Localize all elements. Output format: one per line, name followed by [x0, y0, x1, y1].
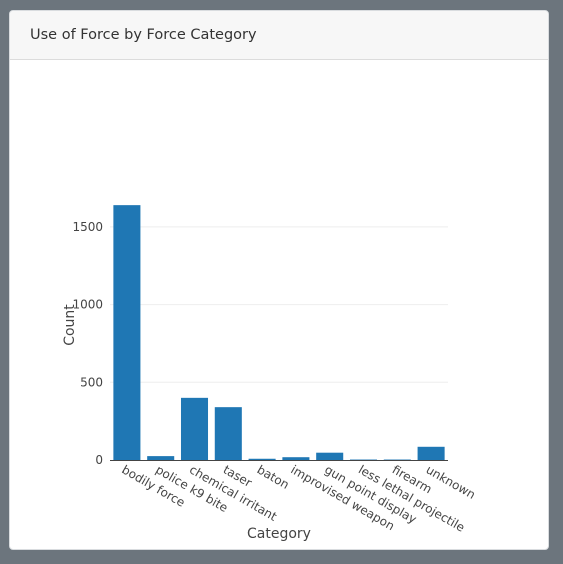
chart-card: Use of Force by Force Category 0 500 1000 1… — [9, 10, 549, 550]
x-axis-title: Category — [247, 526, 311, 542]
y-axis-title: Count — [62, 304, 78, 346]
y-tick-label: 1500 — [72, 220, 103, 234]
bar[interactable] — [350, 460, 377, 461]
bars — [113, 205, 444, 460]
bar[interactable] — [181, 398, 208, 460]
bar[interactable] — [215, 407, 242, 460]
bar[interactable] — [384, 460, 411, 461]
grid-lines — [110, 227, 448, 382]
bar[interactable] — [282, 457, 309, 460]
x-tick-label: baton — [255, 462, 292, 491]
bar[interactable] — [316, 453, 343, 460]
bar[interactable] — [249, 459, 276, 460]
bar[interactable] — [147, 456, 174, 460]
y-tick-label: 500 — [80, 375, 103, 389]
bar[interactable] — [418, 447, 445, 460]
card-body: 0 500 1000 1500 bodily force police k9 bite c… — [10, 60, 549, 550]
y-tick-label: 0 — [95, 453, 103, 467]
bar[interactable] — [113, 205, 140, 460]
card-header: Use of Force by Force Category — [10, 11, 548, 60]
card-title: Use of Force by Force Category — [30, 27, 257, 43]
